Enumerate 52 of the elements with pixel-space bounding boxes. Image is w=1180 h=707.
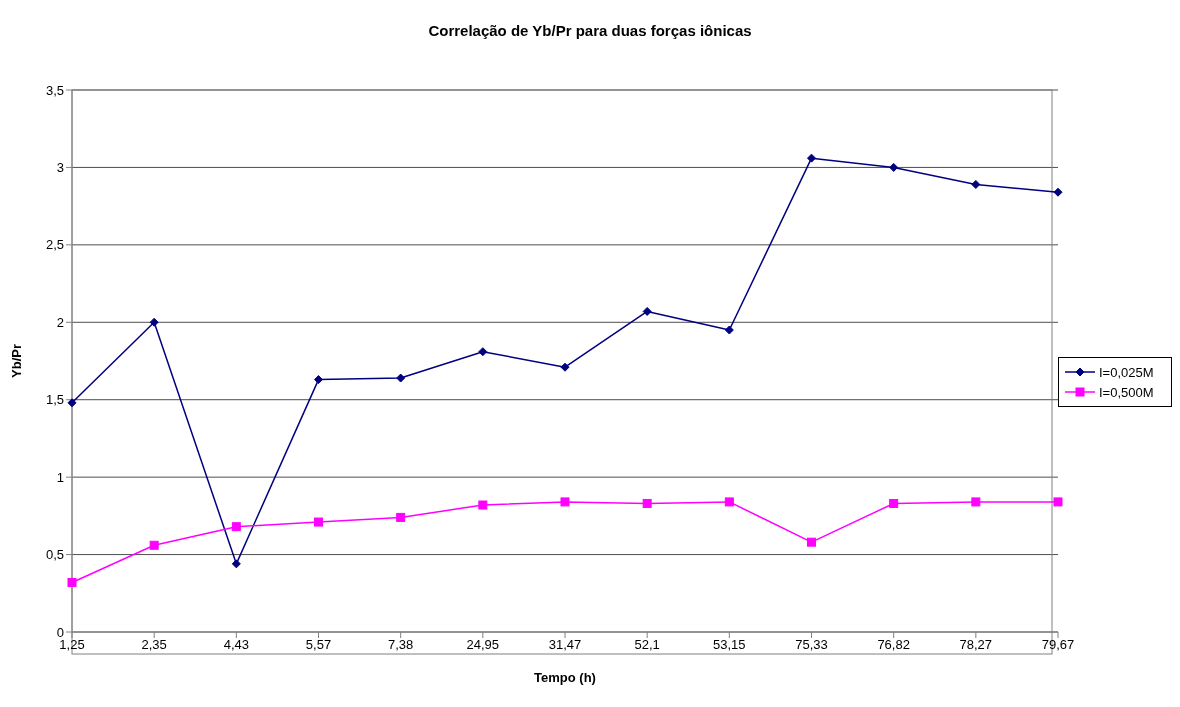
point [560, 497, 570, 507]
point [67, 577, 77, 587]
legend-label: I=0,500M [1099, 384, 1154, 400]
y-tick-label: 3,5 [45, 82, 64, 98]
point [314, 517, 323, 527]
point [314, 375, 323, 385]
point [807, 153, 816, 163]
chart-title: Correlação de Yb/Pr para duas forças iônicas [427, 21, 753, 41]
point [231, 559, 241, 569]
x-tick-label: 76,82 [877, 637, 910, 653]
x-tick-label: 75,33 [795, 637, 828, 653]
y-tick-label: 1,5 [45, 392, 64, 408]
point [971, 179, 981, 189]
y-tick-label: 2 [56, 314, 64, 330]
x-tick-label: 78,27 [959, 637, 993, 653]
point [67, 398, 77, 408]
point [149, 540, 159, 550]
point [1053, 497, 1063, 507]
point [1053, 187, 1063, 197]
point [724, 325, 734, 335]
y-tick-label: 2,5 [45, 237, 64, 253]
point [231, 522, 241, 532]
x-tick-label: 52,1 [634, 637, 660, 653]
point [560, 362, 570, 372]
point [971, 497, 981, 507]
y-tick-label: 3 [56, 160, 64, 176]
x-tick-label: 5,57 [305, 637, 332, 653]
point [642, 498, 652, 508]
point [149, 317, 159, 327]
x-tick-label: 53,15 [713, 637, 746, 653]
x-tick-label: 79,67 [1041, 637, 1075, 653]
point [724, 497, 734, 507]
point [642, 306, 652, 316]
point [807, 537, 816, 547]
x-tick-label: 7,38 [388, 637, 414, 653]
point [889, 498, 899, 508]
point [396, 373, 406, 383]
y-tick-label: 0,5 [45, 547, 64, 563]
y-tick-label: 1 [56, 469, 64, 485]
point [396, 512, 406, 522]
y-tick-label: 0 [56, 624, 64, 640]
x-tick-label: 4,43 [223, 637, 249, 653]
point [889, 162, 899, 172]
x-tick-label: 31,47 [548, 637, 582, 653]
x-tick-label: 1,25 [59, 637, 85, 653]
point [478, 347, 488, 357]
x-axis-title: Tempo (h) [534, 670, 596, 685]
point [478, 500, 488, 510]
legend-label: I=0,025M [1099, 364, 1154, 380]
x-tick-label: 24,95 [466, 637, 500, 653]
x-tick-label: 2,35 [141, 637, 167, 653]
y-axis-title: Yb/Pr [8, 344, 24, 378]
